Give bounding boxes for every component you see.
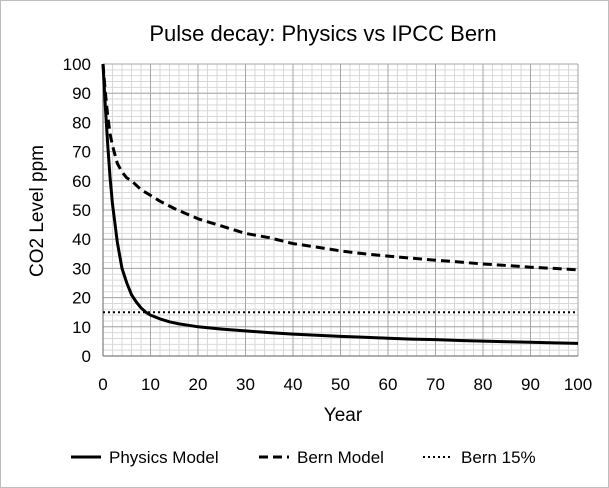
legend-label-bern-model: Bern Model [297,448,384,467]
y-axis-title: CO2 Level ppm [27,145,48,277]
series-lines [101,63,579,345]
x-tick-label: 50 [331,375,350,394]
y-axis-ticks: 0 10 20 30 40 50 60 70 80 90 100 [63,55,91,366]
legend-label-bern-15: Bern 15% [461,448,536,467]
x-tick-label: 90 [521,375,540,394]
y-tick-label: 20 [72,289,91,308]
x-tick-label: 100 [564,375,592,394]
x-tick-label: 30 [236,375,255,394]
x-axis-ticks: 0 10 20 30 40 50 60 70 80 90 100 [98,375,592,394]
y-tick-label: 50 [72,201,91,220]
x-axis-title: Year [324,405,363,426]
x-tick-label: 20 [189,375,208,394]
chart-title: Pulse decay: Physics vs IPCC Bern [149,21,496,46]
y-tick-label: 30 [72,259,91,278]
y-tick-label: 60 [72,172,91,191]
axes [102,64,578,357]
x-tick-label: 40 [284,375,303,394]
series-line-physics-model [101,63,579,345]
x-tick-label: 70 [426,375,445,394]
legend-label-physics-model: Physics Model [109,448,219,467]
y-tick-label: 80 [72,113,91,132]
y-tick-label: 10 [72,318,91,337]
series-line-bern-model [101,63,579,272]
x-tick-label: 10 [141,375,160,394]
y-tick-label: 90 [72,84,91,103]
y-tick-label: 0 [82,347,91,366]
x-tick-label: 60 [379,375,398,394]
legend: Physics Model Bern Model Bern 15% [71,448,536,467]
x-tick-label: 0 [98,375,107,394]
y-tick-label: 40 [72,230,91,249]
gridlines [102,63,579,357]
y-tick-label: 70 [72,143,91,162]
x-tick-label: 80 [474,375,493,394]
y-tick-label: 100 [63,55,91,74]
